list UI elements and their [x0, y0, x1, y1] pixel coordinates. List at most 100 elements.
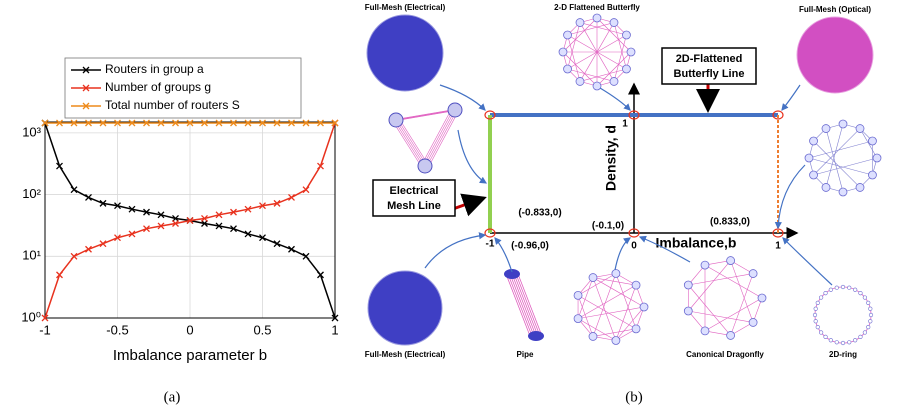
node	[869, 313, 873, 317]
topology-label: Full-Mesh (Electrical)	[365, 3, 446, 12]
node	[829, 338, 833, 342]
x-tick-label: -1	[39, 322, 51, 337]
point-label: (0.833,0)	[710, 217, 750, 228]
node	[824, 335, 828, 339]
node	[593, 14, 601, 22]
node	[632, 281, 640, 289]
node	[839, 120, 847, 128]
point-label: (-0.1,0)	[592, 221, 624, 232]
y-tick-label: 10¹	[22, 248, 41, 263]
node	[612, 336, 620, 344]
node	[868, 307, 872, 311]
node	[627, 48, 635, 56]
node	[816, 325, 820, 329]
node	[816, 301, 820, 305]
topology-label: Full-Mesh (Electrical)	[365, 350, 446, 359]
link	[593, 278, 616, 341]
topology-label: Canonical Dragonfly	[686, 350, 764, 359]
axis-label: Imbalance,b	[656, 235, 737, 251]
legend-label: Number of groups g	[105, 80, 211, 94]
pointer	[600, 88, 630, 110]
node	[701, 327, 709, 335]
node	[389, 113, 403, 127]
x-tick-label: 0.5	[253, 322, 271, 337]
node	[727, 257, 735, 265]
node	[418, 159, 432, 173]
point-label: (-0.833,0)	[518, 208, 561, 219]
pointer	[495, 238, 512, 272]
legend-label: Routers in group a	[105, 62, 204, 76]
node	[839, 188, 847, 196]
node	[856, 183, 864, 191]
node	[813, 313, 817, 317]
node	[574, 291, 582, 299]
caption: (b)	[625, 389, 643, 405]
x-tick-label: 0	[186, 322, 193, 337]
link	[809, 158, 872, 175]
callout: Butterfly Line	[674, 68, 745, 80]
pointer	[425, 235, 485, 268]
node	[810, 171, 818, 179]
node	[564, 31, 572, 39]
node	[814, 307, 818, 311]
node	[749, 318, 757, 326]
node	[868, 319, 872, 323]
node	[622, 31, 630, 39]
node	[835, 286, 839, 290]
node	[448, 103, 462, 117]
axis-number: 1	[622, 119, 628, 130]
diagram-b: 2D-Flattened Butterfly Line Electrical M…	[365, 3, 881, 359]
pointer	[783, 238, 832, 285]
pointer	[615, 238, 630, 270]
node	[822, 183, 830, 191]
link	[593, 274, 616, 337]
pointer	[458, 130, 486, 183]
node	[805, 154, 813, 162]
link	[616, 285, 636, 340]
node	[819, 296, 823, 300]
link	[809, 141, 872, 158]
axis-number: 1	[775, 241, 781, 252]
caption: (a)	[164, 389, 181, 405]
node	[835, 340, 839, 344]
node	[863, 331, 867, 335]
node	[576, 77, 584, 85]
node	[810, 137, 818, 145]
link	[688, 261, 730, 311]
node	[814, 319, 818, 323]
node	[610, 19, 618, 27]
node	[559, 48, 567, 56]
node	[528, 331, 544, 341]
callout: 2D-Flattened	[676, 53, 743, 65]
ring	[815, 287, 871, 343]
node	[701, 261, 709, 269]
legend-label: Total number of routers S	[105, 98, 240, 112]
node	[863, 296, 867, 300]
link	[425, 110, 455, 166]
node	[829, 288, 833, 292]
link	[396, 120, 425, 166]
node	[853, 338, 857, 342]
link	[512, 274, 536, 336]
link	[731, 274, 754, 336]
node	[856, 125, 864, 133]
link	[423, 110, 453, 166]
axis-label: Density, d	[603, 125, 619, 191]
node	[847, 286, 851, 290]
node	[824, 291, 828, 295]
node	[866, 301, 870, 305]
y-tick-label: 10²	[22, 186, 41, 201]
node	[684, 281, 692, 289]
node	[866, 325, 870, 329]
node	[589, 274, 597, 282]
full-mesh	[797, 17, 873, 93]
node	[868, 171, 876, 179]
y-tick-label: 10⁰	[21, 309, 41, 324]
topology-label: Pipe	[517, 350, 534, 359]
link	[731, 261, 754, 323]
x-tick-label: 1	[331, 322, 338, 337]
link	[688, 311, 753, 322]
link	[616, 274, 636, 329]
link	[688, 274, 753, 285]
node	[847, 340, 851, 344]
